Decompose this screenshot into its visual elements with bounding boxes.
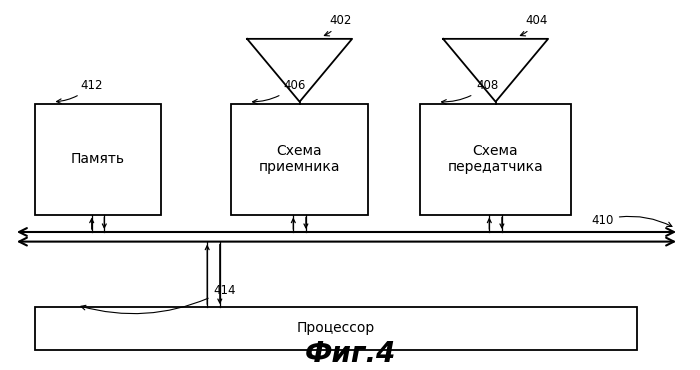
Text: Схема
приемника: Схема приемника bbox=[258, 144, 340, 174]
Text: Схема
передатчика: Схема передатчика bbox=[447, 144, 543, 174]
Bar bbox=[420, 104, 570, 215]
Bar bbox=[231, 104, 368, 215]
Text: Память: Память bbox=[71, 152, 125, 166]
Text: Процессор: Процессор bbox=[297, 322, 375, 335]
Text: 414: 414 bbox=[81, 284, 236, 314]
Text: 406: 406 bbox=[253, 78, 306, 104]
Text: 410: 410 bbox=[592, 213, 672, 227]
Text: 404: 404 bbox=[520, 14, 547, 36]
Text: 402: 402 bbox=[324, 14, 351, 36]
Text: Фиг.4: Фиг.4 bbox=[304, 340, 395, 368]
Text: 412: 412 bbox=[57, 78, 103, 104]
Bar bbox=[35, 307, 637, 350]
Text: 408: 408 bbox=[442, 78, 498, 104]
Bar bbox=[35, 104, 161, 215]
